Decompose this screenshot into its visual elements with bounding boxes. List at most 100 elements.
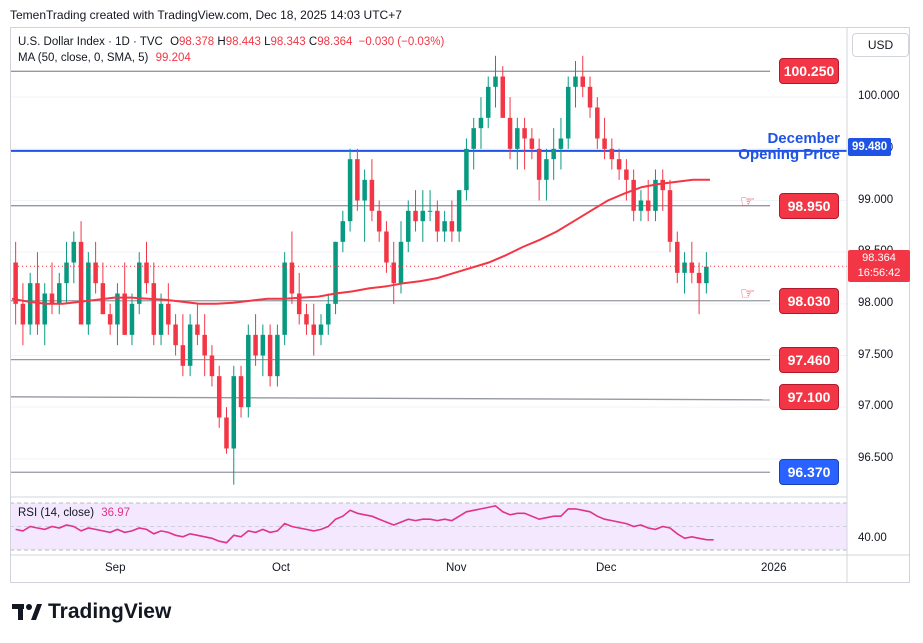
candle-body [304, 314, 309, 325]
candle-body [595, 107, 600, 139]
candle-body [435, 210, 440, 232]
candle-body [115, 293, 120, 325]
candle-body [587, 86, 593, 108]
candle-body [86, 262, 91, 325]
price-tick-label: 99.000 [858, 193, 894, 206]
candle-body [129, 303, 135, 335]
candle-body [326, 303, 331, 325]
candle-body [406, 210, 411, 242]
price-tick-label: 97.500 [858, 348, 894, 361]
candle-body [384, 231, 389, 263]
tradingview-logo[interactable]: TradingView [12, 600, 171, 624]
level-badge: 100.250 [779, 58, 839, 85]
candle-body [253, 334, 258, 356]
candle-body [675, 241, 680, 273]
symbol-legend[interactable]: U.S. Dollar Index · 1D · TVC O98.378 H98… [18, 36, 444, 48]
rsi-axis-tick: 40.00 [858, 532, 887, 544]
rsi-pane [10, 502, 847, 551]
level-badge: 98.030 [779, 287, 839, 314]
tradingview-mark-icon [12, 602, 42, 622]
candle-body [536, 148, 542, 180]
high-label: H [217, 36, 226, 48]
creator-line: TemenTrading created with TradingView.co… [10, 8, 402, 22]
currency-selector[interactable]: USD [852, 33, 909, 57]
ma-line [11, 178, 710, 305]
bar-countdown: 16:56:42 [857, 267, 901, 279]
ma-50-line [11, 178, 710, 305]
candle-body [565, 86, 571, 139]
candle-body [485, 86, 491, 118]
candle-body [35, 283, 40, 325]
current-price-tag: 98.364 16:56:42 [848, 250, 910, 282]
candle-body [180, 345, 186, 366]
candle-body [231, 376, 237, 449]
candle-body [696, 272, 702, 284]
brand-name: TradingView [48, 600, 172, 623]
candle-body [136, 262, 142, 304]
candle-body [500, 76, 506, 118]
low-label: L [264, 36, 271, 48]
time-tick-label: 2026 [761, 562, 787, 574]
candle-body [340, 221, 346, 242]
candle-body [71, 241, 77, 263]
price-tick-label: 98.000 [858, 296, 894, 309]
symbol-name: U.S. Dollar Index · 1D · TVC [18, 36, 163, 48]
candle-body [93, 262, 98, 284]
opening-price-axis-tag: 99.480 [848, 138, 892, 156]
candle-body [362, 179, 367, 201]
candle-body [580, 76, 586, 87]
change-value: −0.030 (−0.03%) [358, 36, 445, 48]
candle-body [449, 221, 455, 232]
level-badge: 97.460 [779, 346, 839, 373]
price-tick-label: 100.000 [858, 90, 900, 103]
grid [10, 96, 847, 460]
candle-body [420, 210, 426, 222]
high-value: 98.443 [225, 36, 261, 48]
december-opening-line1: December [767, 130, 840, 147]
pointing-hand-icon: ☞ [740, 284, 756, 303]
candle-body [296, 293, 302, 315]
candle-body [456, 190, 462, 232]
candle-body [78, 241, 84, 325]
low-value: 98.343 [270, 36, 306, 48]
candle-body [238, 376, 244, 408]
candle-body [151, 283, 157, 335]
candle-body [667, 190, 673, 242]
candle-body [529, 138, 535, 149]
candle-body [638, 200, 644, 211]
candle-body [311, 324, 316, 335]
candle-body [158, 303, 164, 335]
candle-body [166, 303, 171, 325]
candle-body [13, 262, 18, 304]
candle-body [289, 262, 295, 294]
time-tick-label: Dec [596, 562, 617, 574]
candle-body [246, 334, 251, 408]
candles [13, 55, 709, 485]
ma-legend[interactable]: MA (50, close, 0, SMA, 5) 99.204 [18, 52, 191, 64]
close-label: C [308, 36, 318, 48]
pointing-hand-icon: ☞ [740, 192, 756, 211]
time-tick-label: Sep [105, 562, 126, 574]
rsi-legend[interactable]: RSI (14, close) 36.97 [18, 507, 130, 519]
candle-body [122, 293, 127, 335]
candle-body [660, 179, 665, 191]
candle-body [616, 159, 622, 170]
rsi-band [10, 503, 847, 550]
close-value: 98.364 [317, 36, 353, 48]
price-tick-label: 96.500 [858, 451, 894, 464]
candle-body [464, 148, 469, 191]
candle-body [107, 314, 113, 325]
candle-body [609, 148, 615, 160]
candle-body [173, 324, 178, 346]
rsi-line [15, 505, 714, 544]
candle-body [442, 221, 447, 232]
rsi-label: RSI (14, close) [18, 507, 95, 519]
candle-body [347, 159, 353, 222]
candle-body [682, 262, 687, 273]
candle-body [493, 76, 498, 87]
candle-body [471, 128, 476, 149]
candle-body [202, 334, 207, 356]
candle-body [602, 138, 607, 149]
candle-body [64, 262, 69, 284]
